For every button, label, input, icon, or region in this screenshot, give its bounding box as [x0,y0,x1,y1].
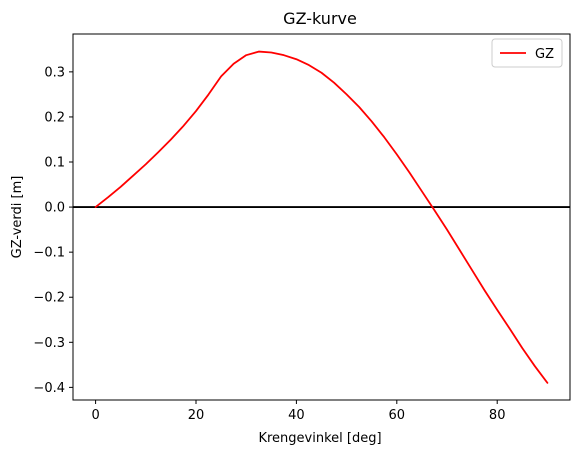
plot-area: 0 20 40 60 80 −0.4 −0.3 −0.2 −0.1 0.0 0.1 0.2 0.3 [33,33,571,423]
y-tick-label: 0.1 [44,156,65,171]
legend-label-gz: GZ [535,47,554,62]
y-tick-label: −0.3 [33,336,65,351]
plot-background [73,34,570,400]
legend-box [491,38,563,68]
x-tick-label: 80 [489,408,506,423]
x-tick-label: 40 [288,408,305,423]
x-tick-label: 0 [91,408,99,423]
x-axis-ticks: 0 20 40 60 80 [91,400,505,423]
y-axis-ticks: −0.4 −0.3 −0.2 −0.1 0.0 0.1 0.2 0.3 [33,65,73,396]
plot-frame [72,33,571,401]
y-tick-label: 0.3 [44,65,65,80]
chart-title: GZ-kurve [283,9,357,28]
y-tick-label: −0.1 [33,246,65,261]
y-tick-label: 0.0 [44,201,65,216]
series-line-gz [94,50,549,384]
y-tick-label: 0.2 [44,110,65,125]
series-lines [94,50,549,384]
legend: GZ [491,38,563,68]
y-axis-label: GZ-verdi [m] [10,176,25,259]
x-axis-label: Krengevinkel [deg] [258,431,381,446]
x-tick-label: 20 [188,408,205,423]
y-tick-label: −0.2 [33,291,65,306]
y-tick-label: −0.4 [33,381,65,396]
x-tick-label: 60 [389,408,406,423]
